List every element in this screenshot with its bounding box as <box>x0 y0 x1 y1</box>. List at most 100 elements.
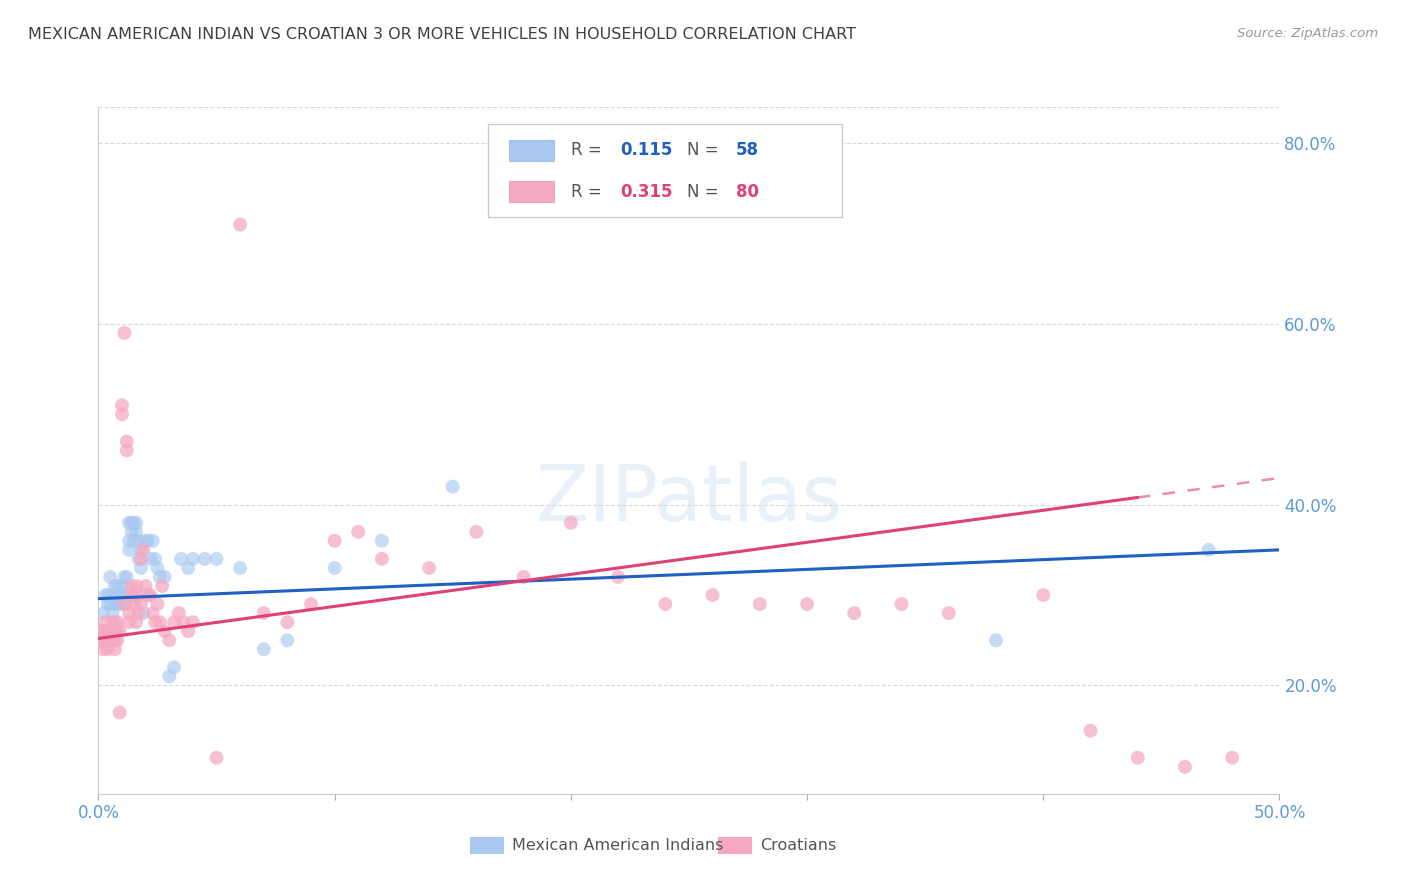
Point <box>128 588 150 602</box>
Point <box>122 597 145 611</box>
Point <box>94 588 117 602</box>
Point <box>276 615 298 630</box>
Point <box>101 588 124 602</box>
Text: R =: R = <box>571 183 607 201</box>
Point <box>122 516 145 530</box>
Point <box>142 533 165 548</box>
Point <box>128 552 150 566</box>
Point <box>129 597 152 611</box>
Point <box>97 588 120 602</box>
Point <box>299 597 322 611</box>
Point <box>98 624 121 639</box>
Point <box>115 597 138 611</box>
Point <box>108 588 131 602</box>
Point <box>108 624 131 639</box>
Text: 0.315: 0.315 <box>620 183 673 201</box>
Point <box>91 624 114 639</box>
Point <box>560 516 582 530</box>
Text: 58: 58 <box>737 141 759 160</box>
Text: Mexican American Indians: Mexican American Indians <box>512 838 723 853</box>
Point <box>229 218 252 232</box>
Point <box>844 606 866 620</box>
Point <box>98 633 121 648</box>
Point <box>149 615 172 630</box>
Point <box>125 615 148 630</box>
Point <box>91 642 114 657</box>
Point <box>172 615 194 630</box>
Point <box>104 615 127 630</box>
Point <box>177 561 200 575</box>
Point <box>105 633 128 648</box>
Point <box>105 597 128 611</box>
Point <box>157 669 180 683</box>
Point <box>1080 723 1102 738</box>
Point <box>105 579 128 593</box>
Point <box>104 624 127 639</box>
Point <box>108 706 131 720</box>
Point <box>347 524 370 539</box>
Point <box>205 750 228 764</box>
Point <box>323 533 346 548</box>
Point <box>1198 542 1220 557</box>
Point <box>112 597 135 611</box>
Point <box>97 624 120 639</box>
Point <box>157 633 180 648</box>
FancyBboxPatch shape <box>509 140 554 161</box>
Point <box>101 615 124 630</box>
Point <box>90 624 112 639</box>
Text: 0.115: 0.115 <box>620 141 673 160</box>
Point <box>105 615 128 630</box>
Point <box>129 552 152 566</box>
Point <box>136 533 159 548</box>
Point <box>101 606 124 620</box>
Point <box>139 588 162 602</box>
Point <box>465 524 488 539</box>
FancyBboxPatch shape <box>488 124 842 217</box>
Point <box>121 524 143 539</box>
Point <box>112 570 135 584</box>
Point <box>111 398 134 412</box>
Point <box>115 570 138 584</box>
Text: Source: ZipAtlas.com: Source: ZipAtlas.com <box>1237 27 1378 40</box>
FancyBboxPatch shape <box>471 838 503 854</box>
Point <box>702 588 724 602</box>
Point <box>146 561 169 575</box>
Point <box>1174 760 1197 774</box>
FancyBboxPatch shape <box>509 181 554 202</box>
Point <box>167 606 190 620</box>
Point <box>98 570 121 584</box>
Point <box>371 533 394 548</box>
Point <box>441 480 464 494</box>
Point <box>170 552 193 566</box>
Point <box>149 570 172 584</box>
Point <box>984 633 1007 648</box>
Point <box>129 542 152 557</box>
Point <box>371 552 394 566</box>
Point <box>253 642 276 657</box>
Point <box>111 407 134 421</box>
Point <box>91 606 114 620</box>
Point <box>97 597 120 611</box>
Point <box>512 570 534 584</box>
Point <box>115 443 138 458</box>
Point <box>146 597 169 611</box>
Point <box>121 579 143 593</box>
Point <box>125 579 148 593</box>
Point <box>112 588 135 602</box>
Point <box>205 552 228 566</box>
Point <box>118 516 141 530</box>
Point <box>1220 750 1243 764</box>
Text: N =: N = <box>686 141 724 160</box>
Point <box>143 615 166 630</box>
Text: N =: N = <box>686 183 724 201</box>
Point <box>150 579 173 593</box>
Point <box>125 516 148 530</box>
Point <box>938 606 960 620</box>
Point <box>94 615 117 630</box>
Point <box>796 597 818 611</box>
Point <box>135 579 157 593</box>
Point <box>90 633 112 648</box>
Point <box>128 533 150 548</box>
Point <box>229 561 252 575</box>
Point <box>142 606 165 620</box>
